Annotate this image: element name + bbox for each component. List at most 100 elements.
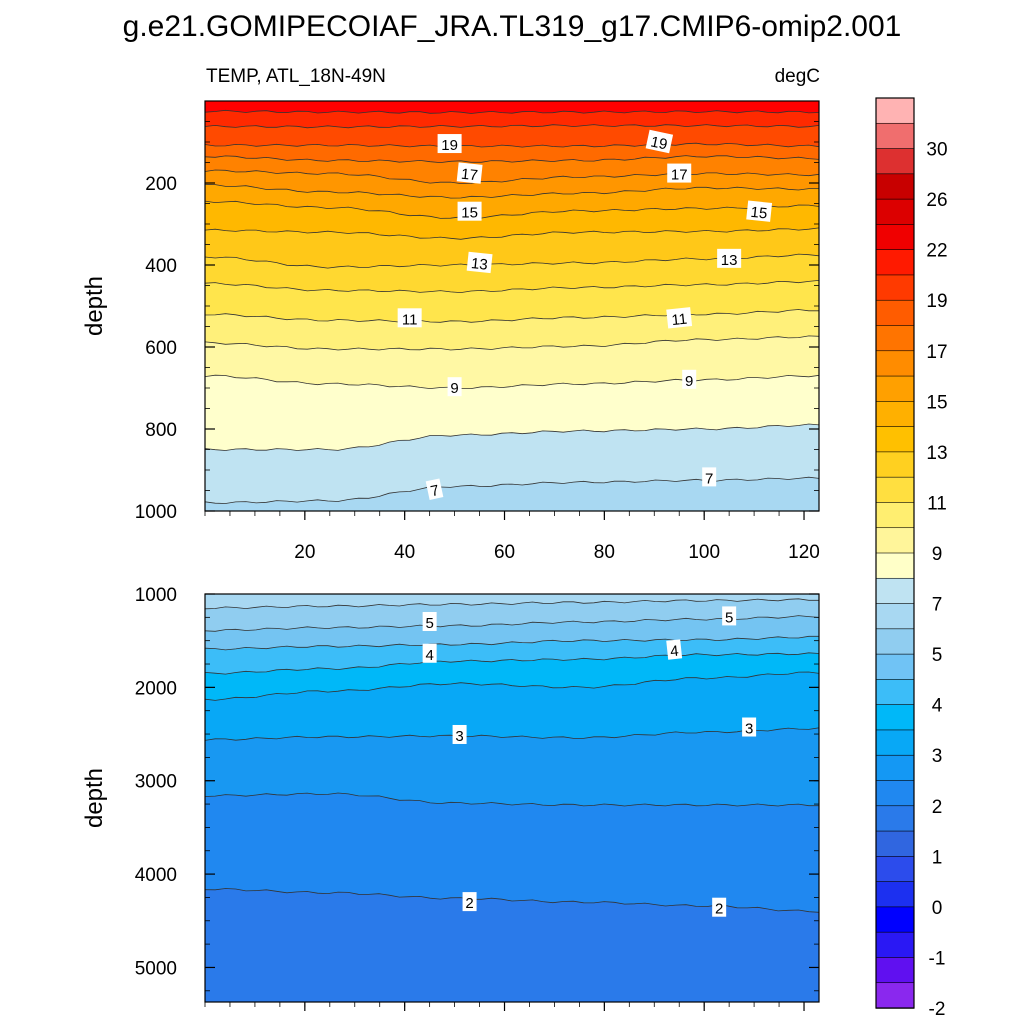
- isotherm-line: [205, 671, 819, 701]
- contour-label: 13: [717, 248, 742, 269]
- contour-label-text: 11: [402, 311, 418, 328]
- units-label: degC: [775, 66, 820, 87]
- y-tick-label: 2000: [135, 678, 177, 699]
- colorbar-label: 17: [926, 342, 947, 363]
- x-axis: [204, 1002, 805, 1011]
- contour-label-text: 3: [455, 728, 463, 745]
- y-tick-label: 600: [145, 338, 177, 359]
- colorbar-swatch: [875, 628, 915, 655]
- colorbar-swatch: [875, 274, 915, 301]
- x-tick-label: 40: [394, 542, 415, 563]
- colorbar-label: 3: [932, 746, 943, 767]
- contour-label: 19: [437, 134, 462, 154]
- isotherm-line: [205, 309, 819, 323]
- colorbar-swatch: [875, 906, 915, 933]
- colorbar-swatch: [875, 704, 915, 731]
- contour-label: 13: [466, 251, 493, 274]
- contour-label-text: 19: [441, 137, 458, 154]
- colorbar-swatch: [875, 122, 915, 150]
- isotherm-line: [205, 423, 819, 451]
- contour-label-text: 4: [425, 647, 433, 664]
- colorbar-swatch: [875, 856, 915, 883]
- contour-label: 15: [457, 201, 482, 222]
- colorbar-label: 22: [926, 241, 947, 262]
- contour-label: 5: [422, 612, 437, 632]
- contour-label-text: 9: [685, 373, 693, 390]
- contour-label: 7: [425, 478, 444, 500]
- y-tick-label: 4000: [135, 865, 177, 886]
- contour-labels: 5 5 4 4 3 3 2 2: [422, 606, 757, 918]
- x-tick-label: 20: [294, 542, 315, 563]
- contour-label-text: 7: [429, 482, 441, 500]
- contour-label-text: 9: [450, 380, 458, 397]
- colorbar-swatch: [875, 653, 915, 681]
- colorbar-swatch: [875, 881, 915, 908]
- contour-fills: [205, 594, 819, 1002]
- colorbar-label: 11: [927, 493, 947, 514]
- isotherm-line: [205, 598, 819, 610]
- isotherm-line: [205, 200, 819, 219]
- y-tick-label: 1000: [135, 585, 177, 606]
- colorbar-swatch: [875, 830, 915, 858]
- colorbar-swatch: [875, 754, 915, 782]
- isotherm-line: [205, 727, 819, 741]
- contour-label-text: 5: [725, 609, 733, 626]
- colorbar-label: -2: [929, 999, 946, 1020]
- y-tick-label: 1000: [135, 502, 177, 523]
- colorbar-label: 7: [932, 595, 943, 616]
- y-tick-label: 800: [145, 420, 177, 441]
- colorbar-swatch: [875, 931, 915, 959]
- colorbar-label: 30: [926, 140, 947, 161]
- colorbar-swatch: [875, 198, 915, 226]
- isotherm-line: [205, 155, 819, 164]
- isotherm-line: [205, 109, 819, 114]
- colorbar-label: 4: [932, 696, 943, 717]
- y-tick-label: 5000: [135, 958, 177, 979]
- colorbar-swatch: [875, 603, 915, 630]
- colorbar-label: 15: [926, 392, 947, 413]
- contour-label-text: 2: [465, 895, 473, 912]
- colorbar-swatch: [875, 299, 915, 327]
- y-axis-label: depth: [81, 768, 108, 828]
- colorbar-label: 2: [932, 797, 943, 818]
- isotherm-line: [205, 635, 819, 651]
- contour-label: 17: [456, 162, 483, 185]
- y-axis-label: depth: [81, 276, 108, 336]
- contour-label-text: 11: [671, 311, 688, 330]
- contour-label-text: 7: [705, 470, 713, 487]
- contour-label: 15: [746, 200, 773, 223]
- variable-region-label: TEMP, ATL_18N-49N: [206, 66, 386, 87]
- contour-label-text: 15: [461, 205, 478, 222]
- contour-band-14: [205, 477, 819, 511]
- colorbar-swatch: [875, 552, 915, 579]
- isotherm-line: [205, 792, 819, 807]
- contour-label-text: 13: [470, 255, 488, 274]
- contour-label: 3: [742, 717, 757, 738]
- contour-label-text: 5: [425, 615, 433, 632]
- colorbar-swatch: [875, 679, 915, 706]
- x-tick-label: 60: [494, 542, 515, 563]
- colorbar-swatch: [875, 957, 915, 984]
- isotherm-line: [205, 374, 819, 390]
- contour-label: 19: [645, 129, 674, 154]
- y-tick-label: 400: [145, 256, 177, 277]
- colorbar-swatch: [875, 577, 915, 605]
- colorbar-swatch: [875, 375, 915, 403]
- colorbar-swatch: [875, 502, 915, 529]
- colorbar-label: 9: [932, 544, 943, 565]
- colorbar-swatch: [875, 148, 915, 175]
- colorbar-swatch: [875, 97, 915, 124]
- contour-label: 9: [447, 377, 462, 397]
- isotherm-line: [205, 227, 819, 240]
- colorbar-label: 13: [926, 443, 947, 464]
- colorbar-label: -1: [929, 948, 946, 969]
- colorbar-label: 5: [932, 645, 943, 666]
- contour-label: 2: [712, 897, 727, 918]
- contour-label: 7: [702, 467, 717, 487]
- isotherm-line: [205, 476, 819, 504]
- colorbar-swatch: [875, 350, 915, 377]
- contour-label-text: 17: [460, 166, 478, 185]
- colorbar-swatch: [875, 401, 915, 428]
